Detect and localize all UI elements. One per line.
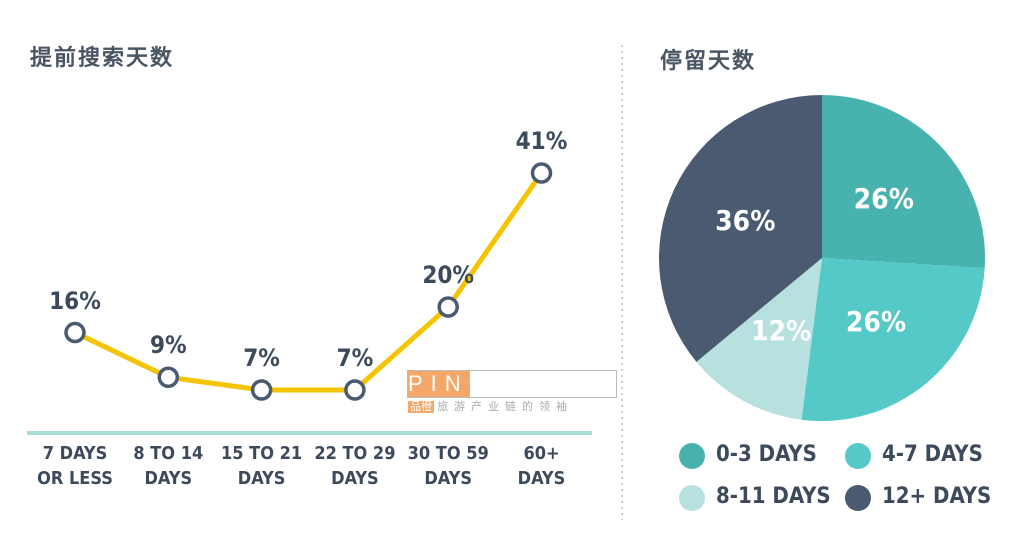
watermark-brand: PINCHAIN	[408, 371, 578, 397]
legend-swatch	[845, 443, 871, 469]
value-label: 26%	[845, 305, 907, 339]
line-title: 提前搜索天数	[30, 46, 175, 71]
x-tick-label: 8 TO 14 DAYS	[133, 443, 204, 489]
x-tick-label: 22 TO 29 DAYS	[314, 443, 396, 489]
value-label: 7%	[336, 344, 374, 372]
point	[530, 162, 553, 184]
x-tick-label: 7 DAYS OR LESS	[37, 443, 113, 489]
legend-label: 12+ DAYS	[882, 484, 992, 509]
value-label: 41%	[515, 127, 568, 155]
legend-label: 0-3 DAYS	[716, 442, 817, 467]
legend-label: 8-11 DAYS	[716, 484, 831, 509]
watermark-cn: 品橙	[408, 401, 434, 413]
legend-swatch	[679, 443, 705, 469]
pie-title: 停留天数	[660, 49, 757, 74]
value-label: 36%	[715, 203, 776, 237]
x-tick-label: 60+ DAYS	[517, 443, 566, 489]
pie-slice	[822, 95, 985, 269]
legend-label: 4-7 DAYS	[882, 442, 983, 467]
value-label: 12%	[751, 314, 812, 348]
point	[157, 366, 180, 388]
point	[250, 379, 273, 401]
legend-swatch	[679, 485, 705, 511]
line	[73, 171, 544, 393]
watermark-box: PINCHAIN	[407, 370, 617, 398]
watermark-sub: 品橙 旅游产业链的领袖	[408, 398, 573, 414]
value-label: 7%	[243, 344, 280, 372]
value-label: 26%	[853, 181, 914, 215]
watermark-tagline: 旅游产业链的领袖	[437, 401, 574, 413]
value-label: 9%	[149, 331, 187, 360]
value-label: 16%	[49, 286, 101, 315]
value-label: 20%	[422, 261, 475, 290]
point	[64, 321, 86, 344]
pie-slice	[659, 95, 822, 362]
legend-swatch	[845, 485, 871, 511]
pie-slice	[801, 258, 985, 421]
x-tick-label: 30 TO 59 DAYS	[407, 443, 489, 489]
point	[437, 296, 459, 318]
pie-slice	[696, 258, 822, 420]
x-tick-label: 15 TO 21 DAYS	[221, 443, 303, 489]
point	[344, 379, 366, 401]
